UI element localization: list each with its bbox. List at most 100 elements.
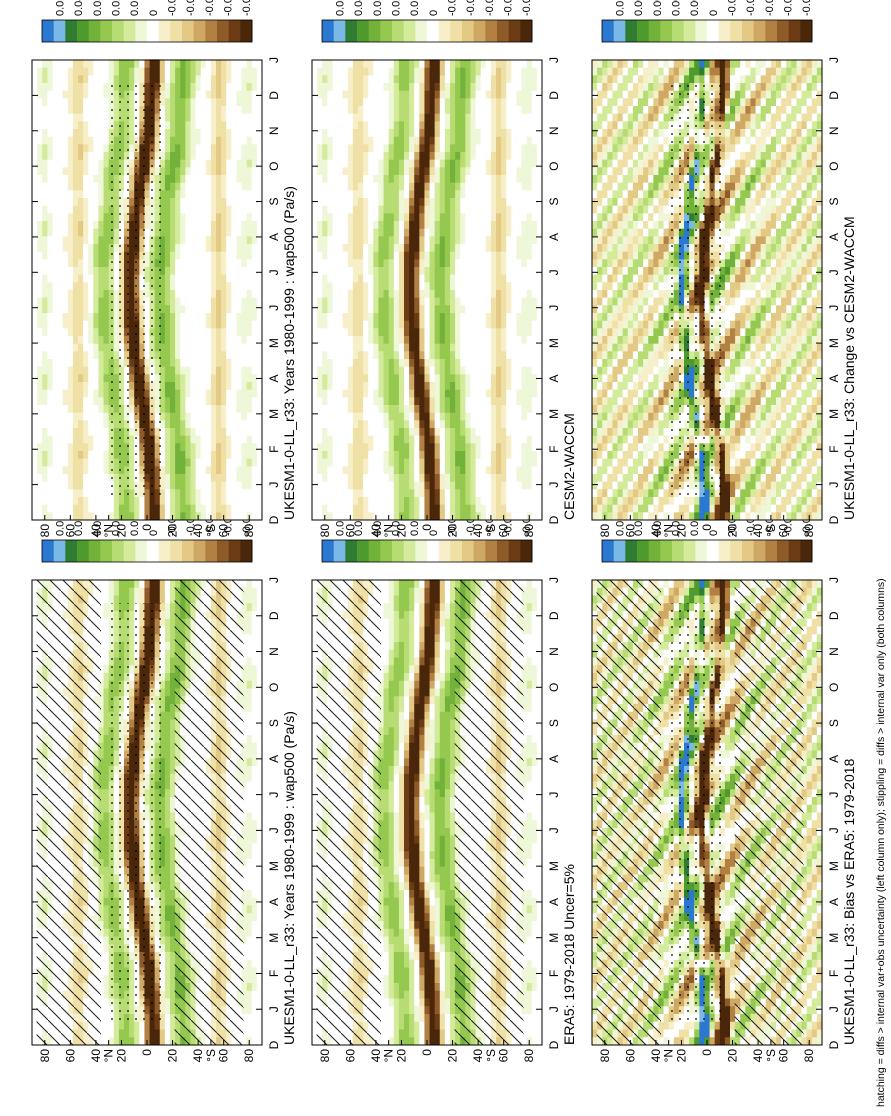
field-cell	[52, 466, 58, 474]
field-cell	[73, 466, 79, 474]
field-cell	[190, 374, 196, 382]
field-cell	[216, 312, 222, 320]
field-cell	[252, 579, 258, 587]
field-cell	[211, 466, 217, 474]
field-cell	[211, 190, 217, 198]
field-cell	[247, 351, 253, 359]
field-cell	[98, 366, 104, 374]
field-cell	[201, 481, 207, 489]
field-cell	[170, 427, 176, 435]
field-cell	[252, 874, 258, 882]
field-cell	[165, 228, 171, 236]
field-cell	[68, 228, 74, 236]
field-cell	[83, 205, 89, 213]
field-cell	[236, 174, 242, 182]
field-cell	[83, 236, 89, 244]
field-cell	[83, 312, 89, 320]
field-cell	[252, 443, 258, 451]
field-cell	[165, 167, 171, 175]
field-cell	[58, 144, 64, 152]
field-cell	[150, 512, 156, 520]
field-cell	[98, 374, 104, 382]
field-cell	[32, 420, 38, 428]
field-cell	[247, 649, 253, 657]
field-cell	[247, 305, 253, 313]
field-cell	[221, 197, 227, 205]
field-cell	[242, 366, 248, 374]
field-cell	[98, 182, 104, 190]
field-cell	[63, 381, 69, 389]
field-cell	[165, 874, 171, 882]
field-cell	[252, 773, 258, 781]
field-cell	[165, 641, 171, 649]
field-cell	[206, 190, 212, 198]
field-cell	[165, 781, 171, 789]
colorbar-swatch	[77, 540, 89, 562]
field-cell	[221, 450, 227, 458]
field-cell	[88, 251, 94, 259]
field-cell	[226, 190, 232, 198]
field-cell	[175, 512, 181, 520]
field-cell	[221, 182, 227, 190]
field-cell	[247, 641, 253, 649]
field-cell	[211, 389, 217, 397]
field-cell	[185, 159, 191, 167]
field-cell	[139, 504, 145, 512]
field-cell	[52, 289, 58, 297]
field-cell	[52, 343, 58, 351]
field-cell	[165, 789, 171, 797]
field-cell	[211, 289, 217, 297]
field-cell	[144, 579, 150, 587]
field-cell	[58, 297, 64, 305]
field-cell	[47, 435, 53, 443]
field-cell	[242, 489, 248, 497]
field-cell	[165, 858, 171, 866]
field-cell	[83, 466, 89, 474]
field-cell	[73, 182, 79, 190]
field-cell	[185, 374, 191, 382]
x-tick-label: J	[267, 1006, 281, 1012]
field-cell	[150, 1021, 156, 1029]
field-cell	[63, 312, 69, 320]
field-cell	[124, 579, 130, 587]
field-cell	[165, 727, 171, 735]
field-cell	[68, 259, 74, 267]
field-cell	[252, 742, 258, 750]
field-cell	[78, 305, 84, 313]
field-cell	[175, 450, 181, 458]
field-cell	[211, 458, 217, 466]
field-cell	[242, 190, 248, 198]
field-cell	[73, 458, 79, 466]
field-cell	[73, 167, 79, 175]
field-cell	[196, 190, 202, 198]
field-cell	[247, 742, 253, 750]
field-cell	[190, 466, 196, 474]
field-cell	[170, 366, 176, 374]
field-cell	[58, 305, 64, 313]
field-cell	[201, 404, 207, 412]
field-cell	[165, 657, 171, 665]
field-cell	[252, 959, 258, 967]
field-cell	[68, 289, 74, 297]
field-cell	[32, 374, 38, 382]
field-cell	[52, 328, 58, 336]
field-cell	[63, 289, 69, 297]
field-cell	[42, 305, 48, 313]
field-cell	[165, 990, 171, 998]
field-cell	[52, 443, 58, 451]
field-cell	[226, 220, 232, 228]
field-cell	[37, 450, 43, 458]
field-cell	[58, 366, 64, 374]
field-cell	[231, 312, 237, 320]
field-cell	[216, 190, 222, 198]
field-cell	[185, 512, 191, 520]
field-cell	[93, 404, 99, 412]
field-cell	[242, 197, 248, 205]
field-cell	[226, 489, 232, 497]
field-cell	[252, 866, 258, 874]
field-cell	[52, 312, 58, 320]
field-cell	[185, 420, 191, 428]
field-cell	[42, 190, 48, 198]
field-cell	[63, 466, 69, 474]
field-cell	[58, 205, 64, 213]
